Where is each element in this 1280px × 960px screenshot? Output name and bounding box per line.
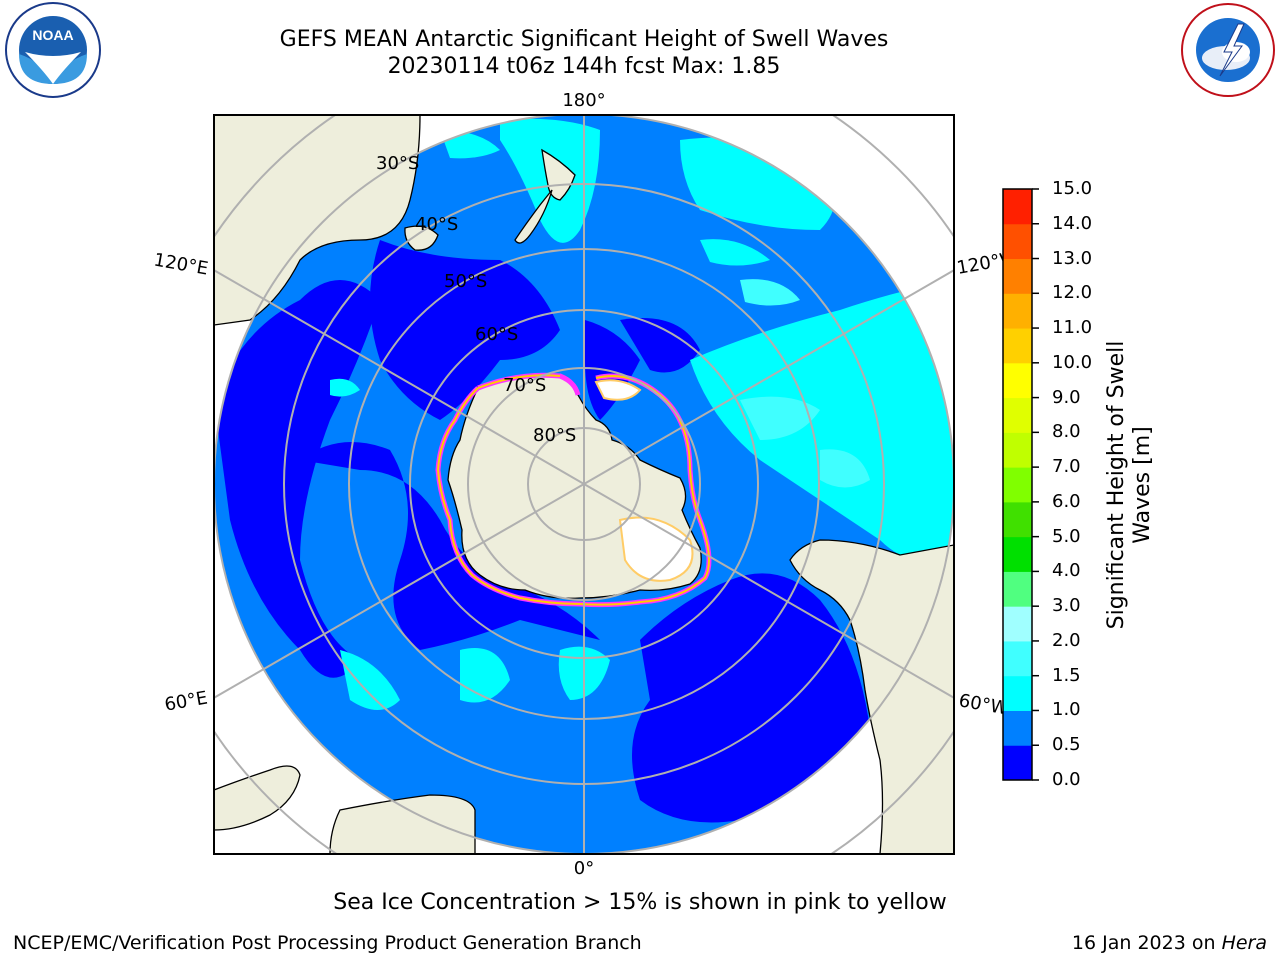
colorbar-tick-label: 12.0 [1052, 282, 1093, 304]
land-masses [214, 115, 954, 854]
colorbar-tick-label: 2.0 [1052, 629, 1081, 651]
footer-date-text: 16 Jan 2023 on [1071, 932, 1216, 954]
latitude-labels: 30°S 40°S 50°S 60°S 70°S 80°S [376, 153, 576, 446]
lon-label-lower-left: 60°E [163, 687, 209, 715]
colorbar-tick-label: 0.5 [1052, 734, 1081, 756]
colorbar [1002, 188, 1039, 781]
colorbar-swatch [1003, 606, 1032, 642]
colorbar-tick-label: 0.0 [1052, 769, 1081, 790]
lat-label-50s: 50°S [444, 271, 487, 292]
colorbar-swatch [1003, 223, 1032, 260]
colorbar-tick-label: 1.5 [1052, 664, 1081, 686]
colorbar-swatch [1003, 571, 1032, 607]
lat-label-30s: 30°S [376, 153, 419, 174]
colorbar-swatch [1003, 328, 1032, 364]
colorbar-label: Significant Height of Swell Waves [m] [1104, 340, 1155, 630]
lon-label-bottom: 0° [574, 858, 594, 879]
lat-label-80s: 80°S [533, 425, 576, 446]
nws-logo [1178, 2, 1278, 98]
sea-ice-edge [435, 372, 712, 608]
colorbar-swatch [1003, 640, 1032, 677]
colorbar-tick-label: 15.0 [1052, 178, 1093, 199]
lon-label-top: 180° [562, 90, 605, 111]
footer-producer: NCEP/EMC/Verification Post Processing Pr… [13, 932, 642, 954]
colorbar-tick-label: 8.0 [1052, 421, 1081, 443]
footer-host: Hera [1221, 932, 1267, 954]
colorbar-tick-label: 13.0 [1052, 247, 1093, 269]
colorbar-tick-label: 6.0 [1052, 490, 1081, 512]
colorbar-swatch [1003, 432, 1032, 468]
colorbar-tick-label: 3.0 [1052, 595, 1081, 617]
footer-date: 16 Jan 2023 on Hera [1072, 932, 1267, 954]
colorbar-tick-label: 10.0 [1052, 351, 1093, 373]
colorbar-swatch [1003, 467, 1032, 503]
colorbar-tick-label: 1.0 [1052, 699, 1081, 721]
colorbar-swatch [1003, 258, 1032, 294]
colorbar-frame [1002, 188, 1033, 781]
colorbar-tick-label: 5.0 [1052, 525, 1081, 547]
sea-ice-note: Sea Ice Concentration > 15% is shown in … [333, 890, 947, 915]
colorbar-swatch [1003, 397, 1032, 433]
noaa-logo-text: NOAA [32, 27, 73, 43]
noaa-logo: NOAA [3, 2, 103, 98]
colorbar-tick-label: 9.0 [1052, 386, 1081, 408]
colorbar-swatch [1003, 293, 1032, 329]
colorbar-tick-label: 11.0 [1052, 317, 1093, 339]
lat-label-40s: 40°S [415, 214, 458, 235]
map-frame [213, 114, 955, 855]
colorbar-swatch [1003, 710, 1032, 746]
colorbar-swatch [1003, 745, 1032, 781]
colorbar-tick-label: 14.0 [1052, 212, 1093, 234]
colorbar-swatch [1003, 536, 1032, 572]
chart-title: GEFS MEAN Antarctic Significant Height o… [279, 27, 889, 52]
lat-label-60s: 60°S [475, 324, 518, 345]
lat-label-70s: 70°S [503, 375, 546, 396]
colorbar-swatch [1003, 501, 1032, 538]
lon-label-upper-left: 120°E [152, 249, 210, 279]
graticule [214, 115, 954, 854]
colorbar-tick-label: 4.0 [1052, 560, 1081, 582]
colorbar-tick-label: 7.0 [1052, 456, 1081, 478]
chart-subtitle: 20230114 t06z 144h fcst Max: 1.85 [387, 54, 781, 79]
colorbar-swatch [1003, 675, 1032, 711]
lon-label-lower-right: 60°W [957, 690, 1010, 719]
colorbar-swatch [1003, 189, 1032, 225]
colorbar-swatch [1003, 362, 1032, 399]
